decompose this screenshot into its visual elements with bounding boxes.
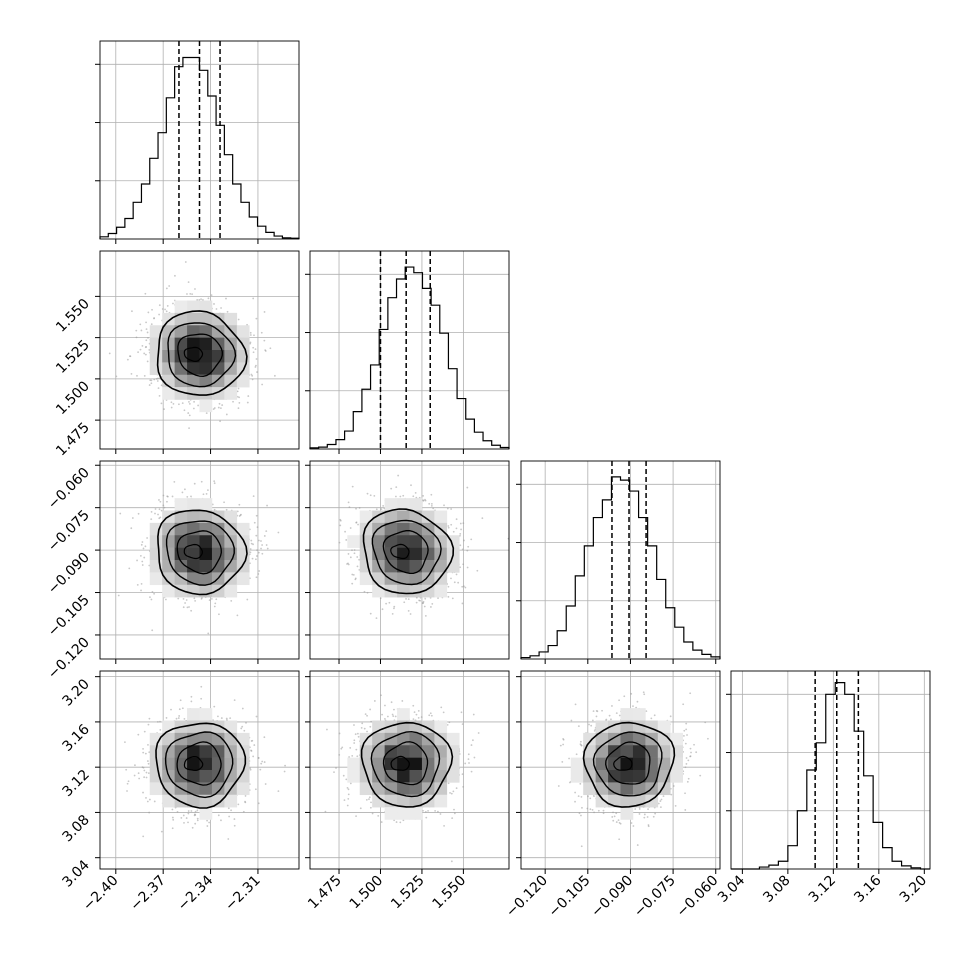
x-tick-label: 1.500 [347,873,387,913]
x-tick-label: 3.16 [851,872,884,905]
contour-line [605,741,651,785]
density-panel-2-0: −0.120−0.105−0.090−0.075−0.060 [45,460,300,682]
x-tick-label: −0.105 [546,873,594,921]
contour-line [167,322,237,388]
x-tick-label: 3.20 [897,873,930,906]
y-tick-label: 3.16 [59,721,92,754]
density-frame [99,460,300,660]
contour-line [156,310,248,396]
y-tick-label: 1.550 [53,296,93,336]
density-cells [347,708,460,820]
y-tick-label: 3.08 [59,812,92,845]
y-tick-label: 1.500 [53,378,93,418]
histogram-panel-0 [95,40,300,244]
x-tick-label: −0.090 [588,873,636,921]
contour-line [382,741,429,786]
histogram-step [731,682,930,870]
contour-line [155,722,247,809]
y-tick-label: 1.525 [53,337,93,377]
y-tick-label: 3.12 [59,767,92,800]
density-frame [309,460,510,660]
density-frame [99,250,300,450]
y-tick-label: −0.090 [45,550,93,598]
histogram-step [309,266,510,449]
x-tick-label: 1.550 [430,873,470,913]
y-tick-label: 1.475 [53,420,93,460]
y-tick-label: −0.120 [45,634,93,682]
histogram-frame [309,250,510,450]
density-panel-3-0: −2.40 −2.37 −2.34 −2.31 3.04 3.08 3.12 3.16 3.20 [59,670,300,915]
density-cells [149,300,250,413]
x-tick-label: −0.120 [503,873,551,921]
density-frame [309,670,510,870]
contour-line [382,530,429,574]
contour-line [390,755,410,771]
x-tick-label: −0.060 [674,873,722,921]
y-tick-label: −0.060 [45,465,93,513]
x-tick-label: 1.475 [305,873,345,913]
contour-line [371,519,442,586]
y-tick-label: 3.20 [59,676,92,709]
contour-line [370,730,441,798]
density-frame [99,670,300,870]
histogram-frame [99,40,300,240]
contour-line [582,721,676,808]
y-tick-label: −0.075 [45,507,93,555]
x-tick-label: −2.31 [222,873,264,915]
histogram-frame [520,460,721,660]
density-panel-3-2: −0.120−0.105−0.090−0.075−0.060 [503,670,722,921]
contour-line [164,731,234,799]
density-cells [149,708,250,820]
histogram-panel-1 [305,250,510,454]
x-tick-label: 3.04 [715,872,748,905]
x-tick-label: 1.525 [388,873,428,913]
contour-line [592,731,663,797]
histogram-step [520,476,721,659]
panel-bg [731,671,930,869]
contour-line [177,333,223,377]
contour-line [390,543,410,560]
x-tick-label: −2.37 [127,873,169,915]
contour-line [176,741,222,786]
density-panel-3-1: 1.475 1.500 1.525 1.550 [305,670,510,913]
panel-bg [310,251,509,449]
contour-line [176,530,222,575]
panel-bg [521,461,720,659]
y-tick-label: 3.04 [59,857,92,890]
contour-line [183,543,204,560]
density-panel-2-1 [305,460,510,664]
x-tick-label: −2.40 [80,873,122,915]
density-cells [149,498,250,598]
contour-line [613,755,633,771]
x-tick-label: −2.34 [175,872,217,914]
contour-line [157,509,248,596]
x-tick-label: −0.075 [631,873,679,921]
contour-line [360,721,454,808]
histogram-panel-3: 3.04 3.08 3.12 3.16 3.20 [715,670,931,906]
x-tick-label: 3.08 [760,873,793,906]
density-frame [520,670,721,870]
contour-line [362,508,455,595]
contour-line [183,346,204,363]
y-tick-label: −0.105 [45,592,93,640]
histogram-panel-2 [516,460,721,664]
contour-line [183,756,204,771]
histogram-frame [730,670,931,870]
contour-line [165,520,235,586]
histogram-step [99,56,300,239]
x-tick-label: 3.12 [806,873,839,906]
